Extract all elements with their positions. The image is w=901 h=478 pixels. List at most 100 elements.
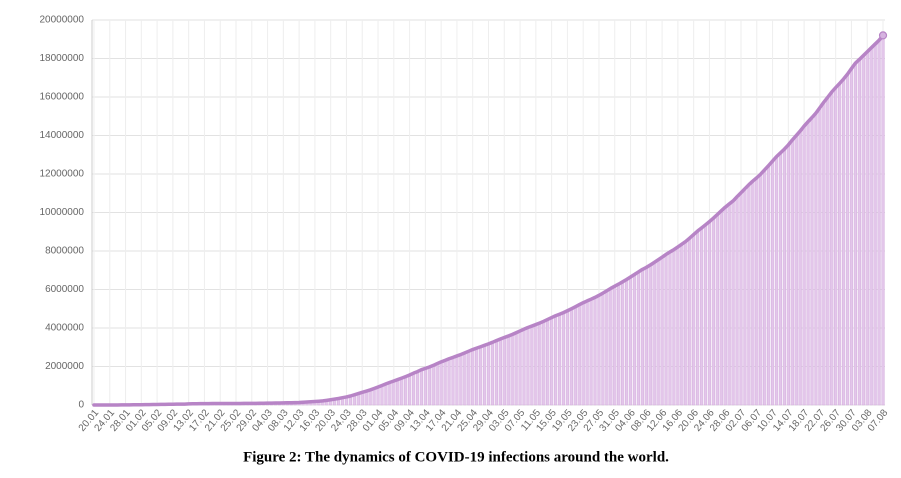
- bar: [530, 325, 534, 406]
- bar: [502, 337, 506, 406]
- bar: [830, 91, 834, 406]
- y-tick-label: 14000000: [40, 130, 85, 141]
- bar: [581, 302, 585, 406]
- bar: [475, 347, 479, 406]
- bar: [794, 135, 798, 406]
- bar: [648, 264, 652, 406]
- bar: [632, 274, 637, 406]
- bar: [482, 345, 487, 406]
- bar: [498, 338, 502, 406]
- bar: [660, 256, 664, 406]
- bar: [688, 237, 692, 406]
- bar: [656, 259, 660, 406]
- bar: [644, 267, 648, 406]
- bar: [680, 243, 684, 406]
- bar: [601, 292, 605, 406]
- bar: [834, 87, 838, 406]
- bar: [490, 342, 495, 406]
- bar: [565, 310, 569, 406]
- bar: [467, 350, 471, 406]
- y-tick-label: 10000000: [40, 207, 85, 218]
- bar: [479, 346, 483, 406]
- bar: [652, 262, 656, 406]
- y-tick-label: 20000000: [40, 15, 85, 26]
- bar: [569, 308, 573, 406]
- y-tick-label: 0: [78, 400, 84, 411]
- bar: [573, 306, 577, 406]
- bar: [435, 363, 439, 406]
- bar: [861, 55, 865, 406]
- bar: [534, 324, 538, 406]
- bar: [408, 374, 412, 406]
- bar: [561, 312, 566, 406]
- bar: [542, 321, 546, 406]
- end-marker: [878, 31, 888, 40]
- bar: [471, 349, 475, 406]
- bar: [723, 207, 727, 406]
- bar: [577, 304, 581, 406]
- bar: [621, 281, 625, 406]
- bar: [384, 383, 388, 406]
- bar: [755, 177, 759, 406]
- bar: [514, 332, 518, 406]
- bar: [486, 343, 491, 406]
- bar: [818, 107, 822, 406]
- bar: [617, 283, 621, 406]
- bar: [759, 173, 763, 406]
- y-tick-label: 18000000: [40, 53, 85, 64]
- bar: [368, 389, 372, 406]
- bar: [380, 385, 384, 406]
- bar: [376, 386, 380, 406]
- bar: [459, 354, 463, 406]
- bar: [431, 365, 435, 406]
- bar: [719, 210, 723, 406]
- bar: [593, 297, 597, 406]
- bar: [814, 112, 818, 406]
- bar: [838, 83, 842, 406]
- bar: [625, 279, 629, 406]
- bar: [451, 357, 455, 406]
- bar: [786, 144, 790, 406]
- bar: [707, 221, 712, 406]
- bar: [790, 139, 794, 406]
- y-tick-label: 16000000: [40, 92, 85, 103]
- bar: [747, 184, 751, 406]
- bar: [546, 319, 550, 406]
- bar: [423, 368, 427, 406]
- bar: [506, 335, 510, 406]
- bar: [396, 379, 400, 406]
- bar: [411, 372, 416, 406]
- bar: [609, 288, 613, 406]
- bar: [628, 276, 633, 406]
- bar: [881, 35, 885, 406]
- bar: [739, 192, 743, 406]
- line: [92, 33, 885, 407]
- bar: [538, 322, 542, 406]
- bar: [522, 328, 526, 406]
- bar: [703, 224, 708, 406]
- bar: [672, 249, 676, 406]
- bar: [553, 315, 558, 406]
- bar: [763, 169, 767, 406]
- bar: [806, 121, 810, 406]
- bar: [865, 51, 869, 406]
- bar: [518, 330, 522, 406]
- bar: [684, 241, 688, 406]
- bar: [372, 388, 376, 406]
- bar: [826, 96, 830, 406]
- bar: [774, 156, 779, 406]
- bar: [392, 380, 396, 406]
- bar: [778, 152, 783, 406]
- bar: [585, 300, 589, 406]
- y-tick-label: 12000000: [40, 169, 85, 180]
- bar: [526, 327, 530, 406]
- bar: [439, 361, 443, 406]
- bar: [494, 340, 498, 406]
- bar: [415, 371, 420, 406]
- y-tick-label: 4000000: [45, 323, 84, 334]
- bar: [810, 117, 814, 406]
- bar: [822, 101, 826, 406]
- bar: [640, 269, 644, 406]
- bar: [845, 73, 850, 406]
